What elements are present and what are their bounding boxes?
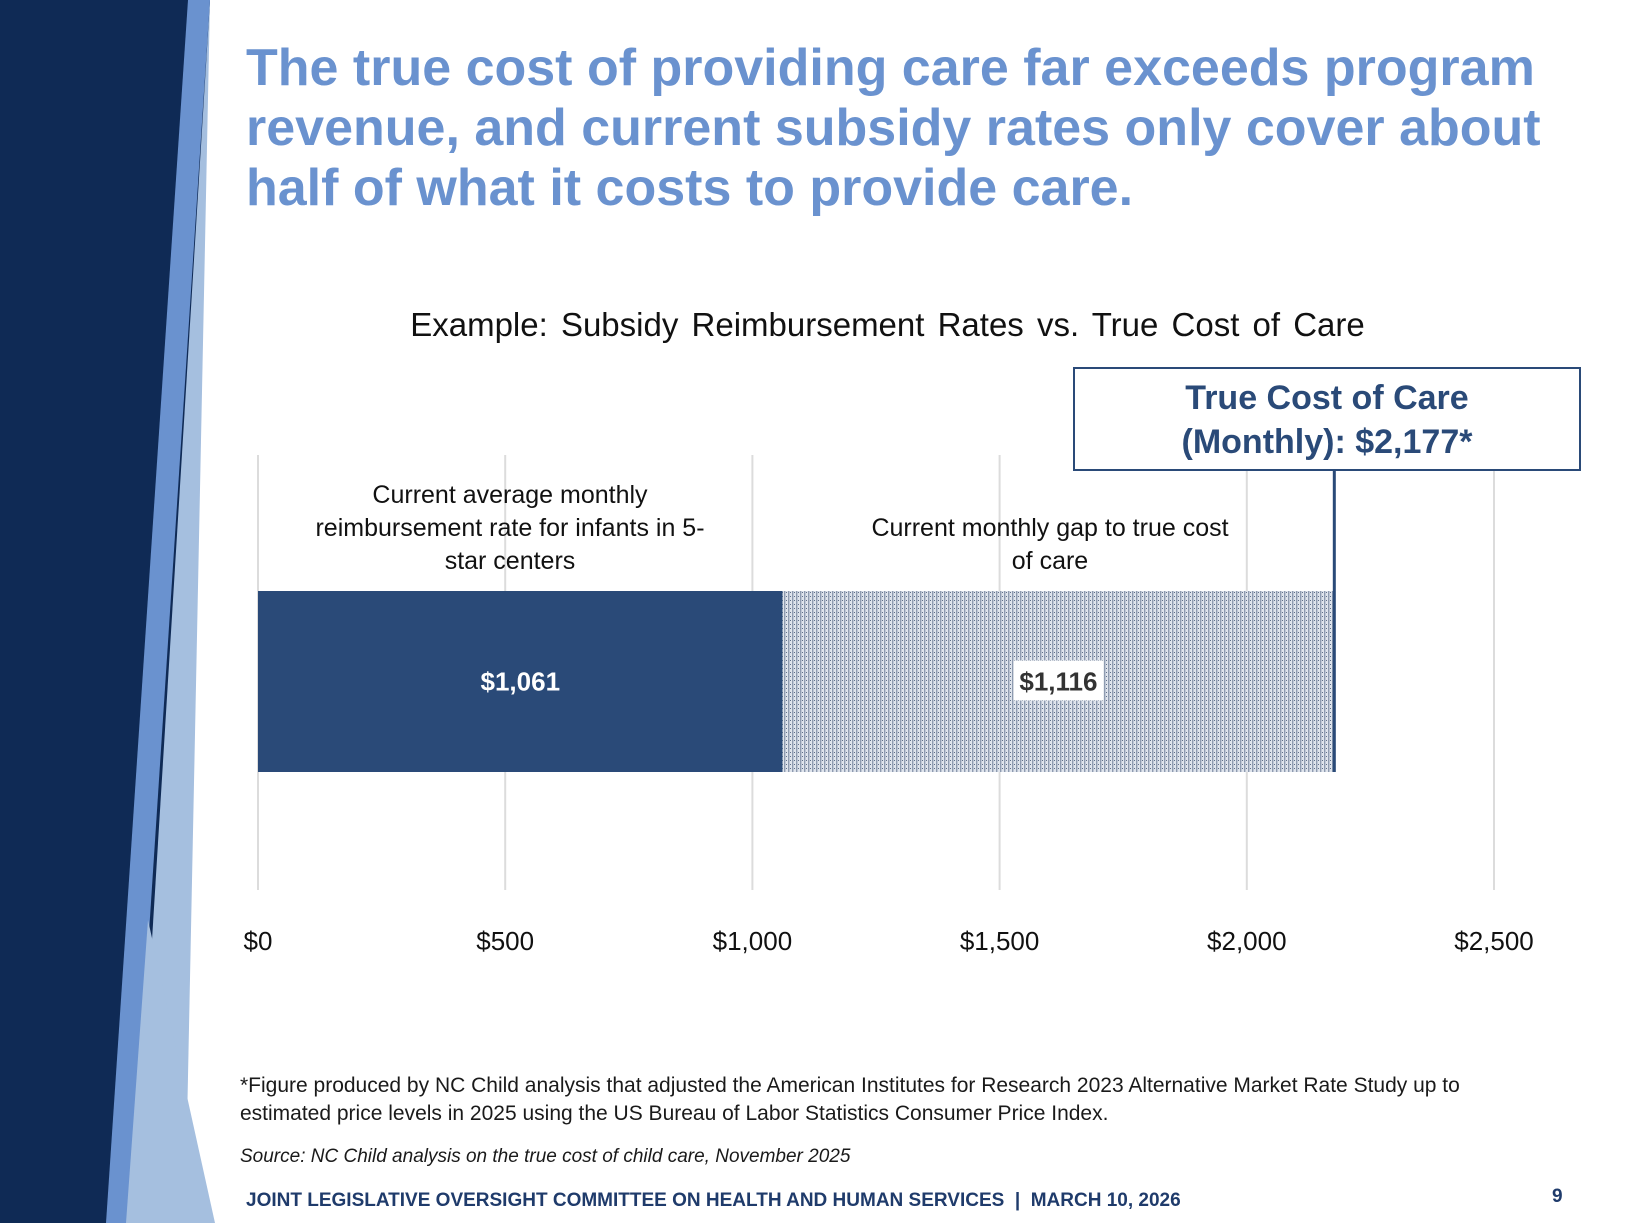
true-cost-callout-line2: (Monthly): $2,177* xyxy=(1181,423,1473,461)
series-label-gap: Current monthly gap to true cost of care xyxy=(871,514,1229,575)
slide-title: The true cost of providing care far exce… xyxy=(246,39,1541,217)
data-label-background xyxy=(1013,660,1104,701)
data-label-reimbursement: $1,061 xyxy=(481,667,561,697)
source-note: Source: NC Child analysis on the true co… xyxy=(240,1146,851,1167)
x-tick-label: $2,500 xyxy=(1454,926,1534,956)
side-decoration xyxy=(0,0,215,1223)
footnote: *Figure produced by NC Child analysis th… xyxy=(240,1074,1460,1125)
bars: $1,061 $1,116 xyxy=(258,471,1336,772)
decor-light-triangle xyxy=(126,920,215,1223)
x-tick-label: $500 xyxy=(476,926,534,956)
true-cost-callout-line1: True Cost of Care xyxy=(1185,379,1469,417)
bar-chart: $1,061 $1,116 $0 $500 $1,000 $1,500 $2,000 $2,… xyxy=(244,455,1534,956)
footer-committee-date: JOINT LEGISLATIVE OVERSIGHT COMMITTEE ON… xyxy=(246,1190,1181,1211)
data-label-gap: $1,116 xyxy=(1019,667,1097,697)
series-label-reimbursement: Current average monthly reimbursement ra… xyxy=(315,481,705,575)
x-tick-label: $0 xyxy=(244,926,273,956)
x-axis-ticks: $0 $500 $1,000 $1,500 $2,000 $2,500 xyxy=(244,926,1534,956)
bar-reimbursement xyxy=(258,591,783,772)
x-tick-label: $1,500 xyxy=(960,926,1040,956)
true-cost-callout: True Cost of Care (Monthly): $2,177* xyxy=(1073,367,1581,471)
x-tick-label: $2,000 xyxy=(1207,926,1287,956)
page-number: 9 xyxy=(1552,1186,1563,1207)
x-tick-label: $1,000 xyxy=(713,926,793,956)
decor-navy-band xyxy=(0,0,210,1223)
chart-title: Example: Subsidy Reimbursement Rates vs.… xyxy=(410,306,1365,343)
decor-blue-stripe xyxy=(106,0,210,1223)
